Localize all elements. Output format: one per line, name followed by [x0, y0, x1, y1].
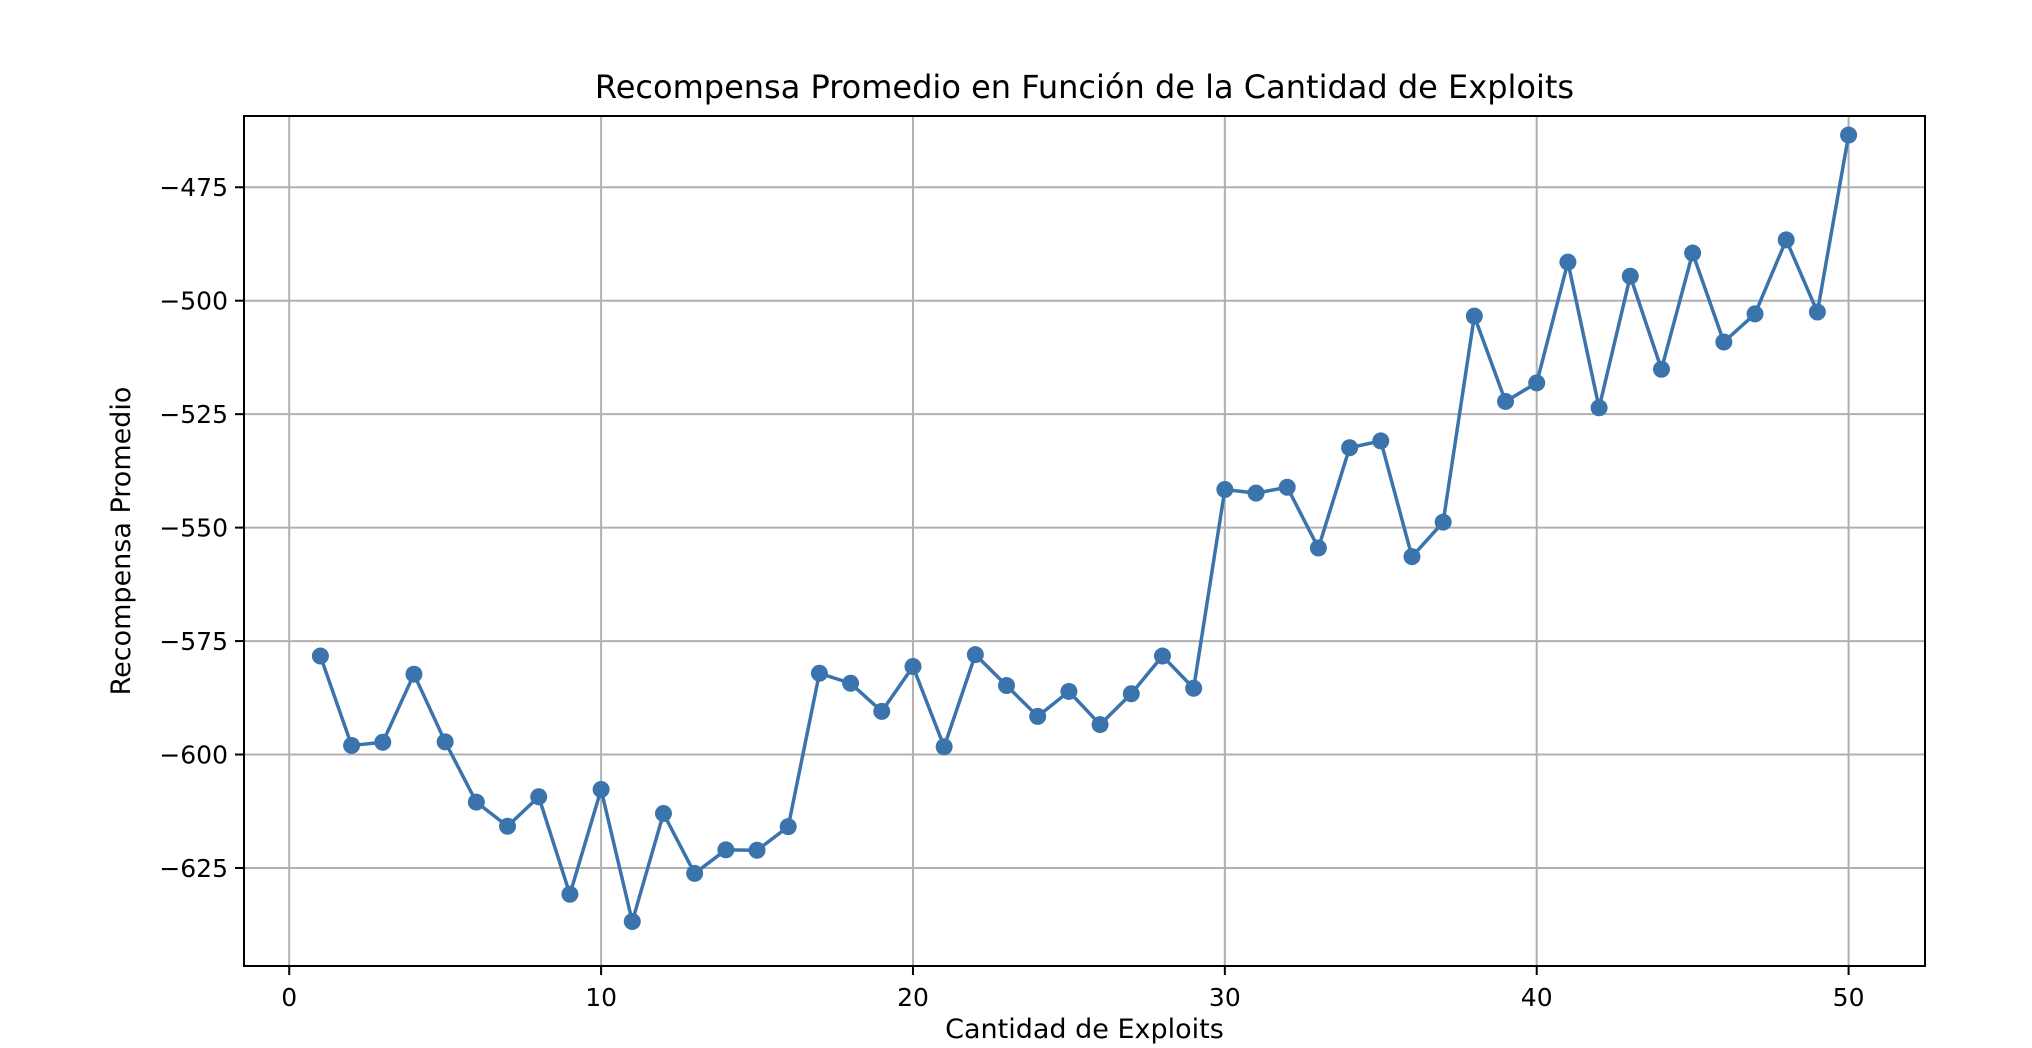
data-point	[873, 702, 891, 720]
data-point	[436, 733, 454, 751]
x-tick-label: 10	[585, 983, 617, 1012]
data-point	[311, 647, 329, 665]
y-tick-label: −575	[159, 627, 228, 656]
data-point	[623, 913, 641, 931]
data-point	[1216, 480, 1234, 498]
data-point	[1621, 267, 1639, 285]
plot-frame	[243, 115, 1926, 967]
y-tick-label: −550	[159, 514, 228, 543]
data-point	[1840, 126, 1858, 144]
y-tick-label: −600	[159, 741, 228, 770]
data-point	[1309, 539, 1327, 557]
data-point	[904, 657, 922, 675]
data-point	[935, 738, 953, 756]
y-tick-label: −625	[159, 854, 228, 883]
data-point	[1746, 305, 1764, 323]
data-point	[1153, 647, 1171, 665]
y-tick-label: −500	[159, 287, 228, 316]
ticks-group: 0 10 20 30 40 50 −625 −600 −575 −550 −525 −500 −475	[159, 173, 1864, 1012]
data-point	[842, 674, 860, 692]
data-point	[592, 780, 610, 798]
data-point	[1185, 679, 1203, 697]
data-point	[966, 646, 984, 664]
data-point	[1060, 682, 1078, 700]
data-point	[467, 793, 485, 811]
x-tick-label: 0	[281, 983, 297, 1012]
x-tick-label: 40	[1521, 983, 1553, 1012]
data-point	[1528, 374, 1546, 392]
data-point	[1497, 392, 1515, 410]
data-point	[343, 736, 361, 754]
x-tick-label: 20	[897, 983, 929, 1012]
x-axis-label: Cantidad de Exploits	[945, 1014, 1224, 1045]
data-point	[998, 677, 1016, 695]
data-point	[1808, 303, 1826, 321]
data-point	[1278, 478, 1296, 496]
series-line	[318, 134, 1851, 924]
chart-title: Recompensa Promedio en Función de la Can…	[595, 68, 1574, 106]
y-tick-label: −525	[159, 400, 228, 429]
x-tick-label: 50	[1833, 983, 1865, 1012]
data-point	[1341, 439, 1359, 457]
data-point	[1652, 360, 1670, 378]
grid-lines	[244, 116, 1925, 966]
data-point	[1777, 231, 1795, 249]
y-axis-label: Recompensa Promedio	[106, 387, 137, 696]
data-point	[499, 817, 517, 835]
data-point	[686, 864, 704, 882]
data-point	[1465, 307, 1483, 325]
data-point	[1590, 399, 1608, 417]
data-point	[810, 664, 828, 682]
data-point	[1684, 244, 1702, 262]
data-point	[1122, 685, 1140, 703]
data-point	[748, 841, 766, 859]
data-point	[374, 733, 392, 751]
data-point	[1247, 484, 1265, 502]
data-point	[561, 885, 579, 903]
data-point	[1403, 548, 1421, 566]
data-point	[405, 665, 423, 683]
series-group	[311, 126, 1858, 931]
y-tick-label: −475	[159, 173, 228, 202]
data-point	[1434, 513, 1452, 531]
data-point	[1091, 716, 1109, 734]
data-point	[1029, 707, 1047, 725]
data-point	[1715, 333, 1733, 351]
data-point	[779, 818, 797, 836]
data-point	[1559, 253, 1577, 271]
data-point	[1372, 432, 1390, 450]
x-tick-label: 30	[1209, 983, 1241, 1012]
data-point	[530, 788, 548, 806]
data-point	[717, 841, 735, 859]
data-point	[654, 805, 672, 823]
